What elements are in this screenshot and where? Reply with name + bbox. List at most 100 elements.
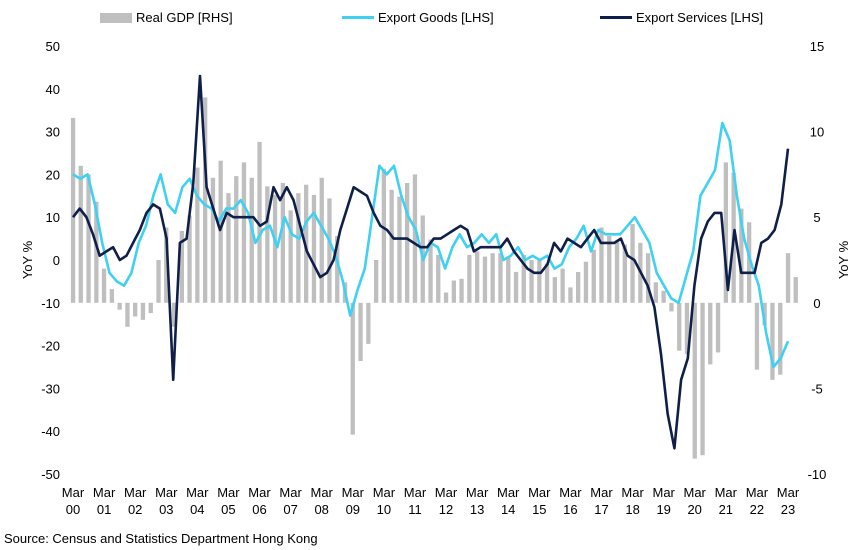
- gdp-bar: [793, 277, 798, 303]
- legend-item-services: Export Services [LHS]: [600, 10, 763, 25]
- x-tick-month: Mar: [62, 485, 85, 500]
- legend-label-services: Export Services [LHS]: [636, 10, 764, 25]
- gdp-bar: [195, 167, 200, 303]
- x-tick-month: Mar: [93, 485, 116, 500]
- x-tick-year: 14: [501, 502, 515, 517]
- gdp-bar: [646, 253, 651, 303]
- gdp-bar: [684, 302, 690, 355]
- gdp-bar: [101, 268, 107, 303]
- gdp-bar: [148, 302, 153, 314]
- gdp-bar: [482, 256, 488, 303]
- gdp-bar: [607, 236, 612, 303]
- x-tick-month: Mar: [373, 485, 396, 500]
- left-tick-label: 30: [46, 125, 60, 140]
- gdp-bar: [506, 256, 511, 303]
- gdp-bar: [358, 302, 363, 361]
- export-services-line: [71, 74, 790, 450]
- x-tick-year: 13: [470, 502, 484, 517]
- x-tick-year: 10: [377, 502, 391, 517]
- gdp-bar: [428, 239, 433, 303]
- x-axis-ticks: Mar 00 Mar 01 Mar 02 Mar 03 Mar 04 Mar 05 Mar 06 Mar 07…: [62, 485, 800, 517]
- gdp-bar: [249, 177, 254, 303]
- x-tick-year: 15: [532, 502, 546, 517]
- gdp-bar: [762, 302, 767, 326]
- legend-label-gdp: Real GDP [RHS]: [136, 10, 233, 25]
- gdp-bar: [203, 97, 208, 303]
- gdp-bar: [335, 236, 340, 303]
- x-tick-month: Mar: [124, 485, 147, 500]
- left-tick-label: -50: [41, 467, 60, 482]
- gdp-bar: [156, 260, 161, 303]
- gdp-bar: [770, 302, 775, 380]
- gdp-bar: [498, 253, 503, 303]
- x-tick-year: 08: [314, 502, 328, 517]
- gdp-bar: [537, 260, 542, 303]
- gdp-bars: [70, 97, 798, 459]
- x-tick-month: Mar: [528, 485, 551, 500]
- gdp-bar: [475, 251, 480, 303]
- gdp-bar: [350, 302, 355, 435]
- legend-swatch-gdp: [100, 12, 132, 23]
- left-tick-label: 0: [53, 253, 60, 268]
- right-axis-title: YoY %: [836, 240, 851, 279]
- gdp-bar: [288, 210, 293, 303]
- gdp-bar: [117, 302, 122, 310]
- gdp-bar: [109, 289, 114, 303]
- legend-label-goods: Export Goods [LHS]: [378, 10, 494, 25]
- gdp-bar: [778, 302, 783, 375]
- x-tick-month: Mar: [248, 485, 271, 500]
- x-tick-year: 00: [66, 502, 80, 517]
- gdp-bar: [125, 302, 130, 327]
- x-tick-year: 19: [656, 502, 670, 517]
- gdp-bar: [544, 263, 550, 303]
- x-tick-month: Mar: [746, 485, 769, 500]
- right-axis-ticks: 15 10 5 0 -5 -10: [808, 39, 827, 482]
- gdp-bar: [739, 208, 744, 303]
- x-tick-month: Mar: [715, 485, 738, 500]
- gdp-bar: [614, 241, 620, 303]
- gdp-bar: [576, 272, 581, 303]
- gdp-bar: [86, 174, 91, 303]
- gdp-bar: [412, 174, 418, 303]
- gdp-bar: [568, 287, 573, 303]
- gdp-bar: [436, 254, 441, 303]
- gdp-bar: [133, 302, 138, 317]
- legend-item-gdp: Real GDP [RHS]: [100, 10, 233, 25]
- gdp-bar: [630, 224, 635, 303]
- left-axis-ticks: 50 40 30 20 10 0 -10 -20 -30 -40 -50: [41, 39, 60, 482]
- gdp-bar: [653, 282, 658, 303]
- gdp-bar: [583, 261, 589, 303]
- legend-swatch-goods: [342, 16, 374, 19]
- gdp-bar: [311, 194, 317, 303]
- gdp-bar: [552, 277, 557, 303]
- legend-item-goods: Export Goods [LHS]: [342, 10, 494, 25]
- x-tick-year: 04: [190, 502, 204, 517]
- right-tick-label: -10: [808, 467, 827, 482]
- x-tick-year: 11: [408, 502, 422, 517]
- x-tick-year: 16: [563, 502, 577, 517]
- x-tick-year: 07: [283, 502, 297, 517]
- x-tick-year: 18: [625, 502, 639, 517]
- gdp-bar: [443, 292, 449, 303]
- gdp-bar: [692, 302, 697, 459]
- right-tick-label: 10: [810, 125, 824, 140]
- x-tick-year: 20: [687, 502, 701, 517]
- left-axis-title: YoY %: [20, 240, 35, 279]
- gdp-bar: [374, 260, 379, 303]
- left-tick-label: -20: [41, 339, 60, 354]
- left-tick-label: 10: [46, 210, 60, 225]
- gdp-bar: [164, 227, 169, 303]
- gdp-bar: [754, 302, 760, 370]
- gdp-bar: [234, 176, 239, 303]
- gdp-bar: [467, 254, 472, 303]
- x-tick-year: 05: [221, 502, 235, 517]
- left-tick-label: 20: [46, 167, 60, 182]
- x-tick-month: Mar: [684, 485, 707, 500]
- left-tick-label: -10: [41, 296, 60, 311]
- gdp-bar: [366, 302, 371, 344]
- gdp-bar: [785, 253, 791, 303]
- right-tick-label: 0: [813, 296, 820, 311]
- gdp-bar: [94, 201, 99, 303]
- gdp-bar: [708, 302, 713, 365]
